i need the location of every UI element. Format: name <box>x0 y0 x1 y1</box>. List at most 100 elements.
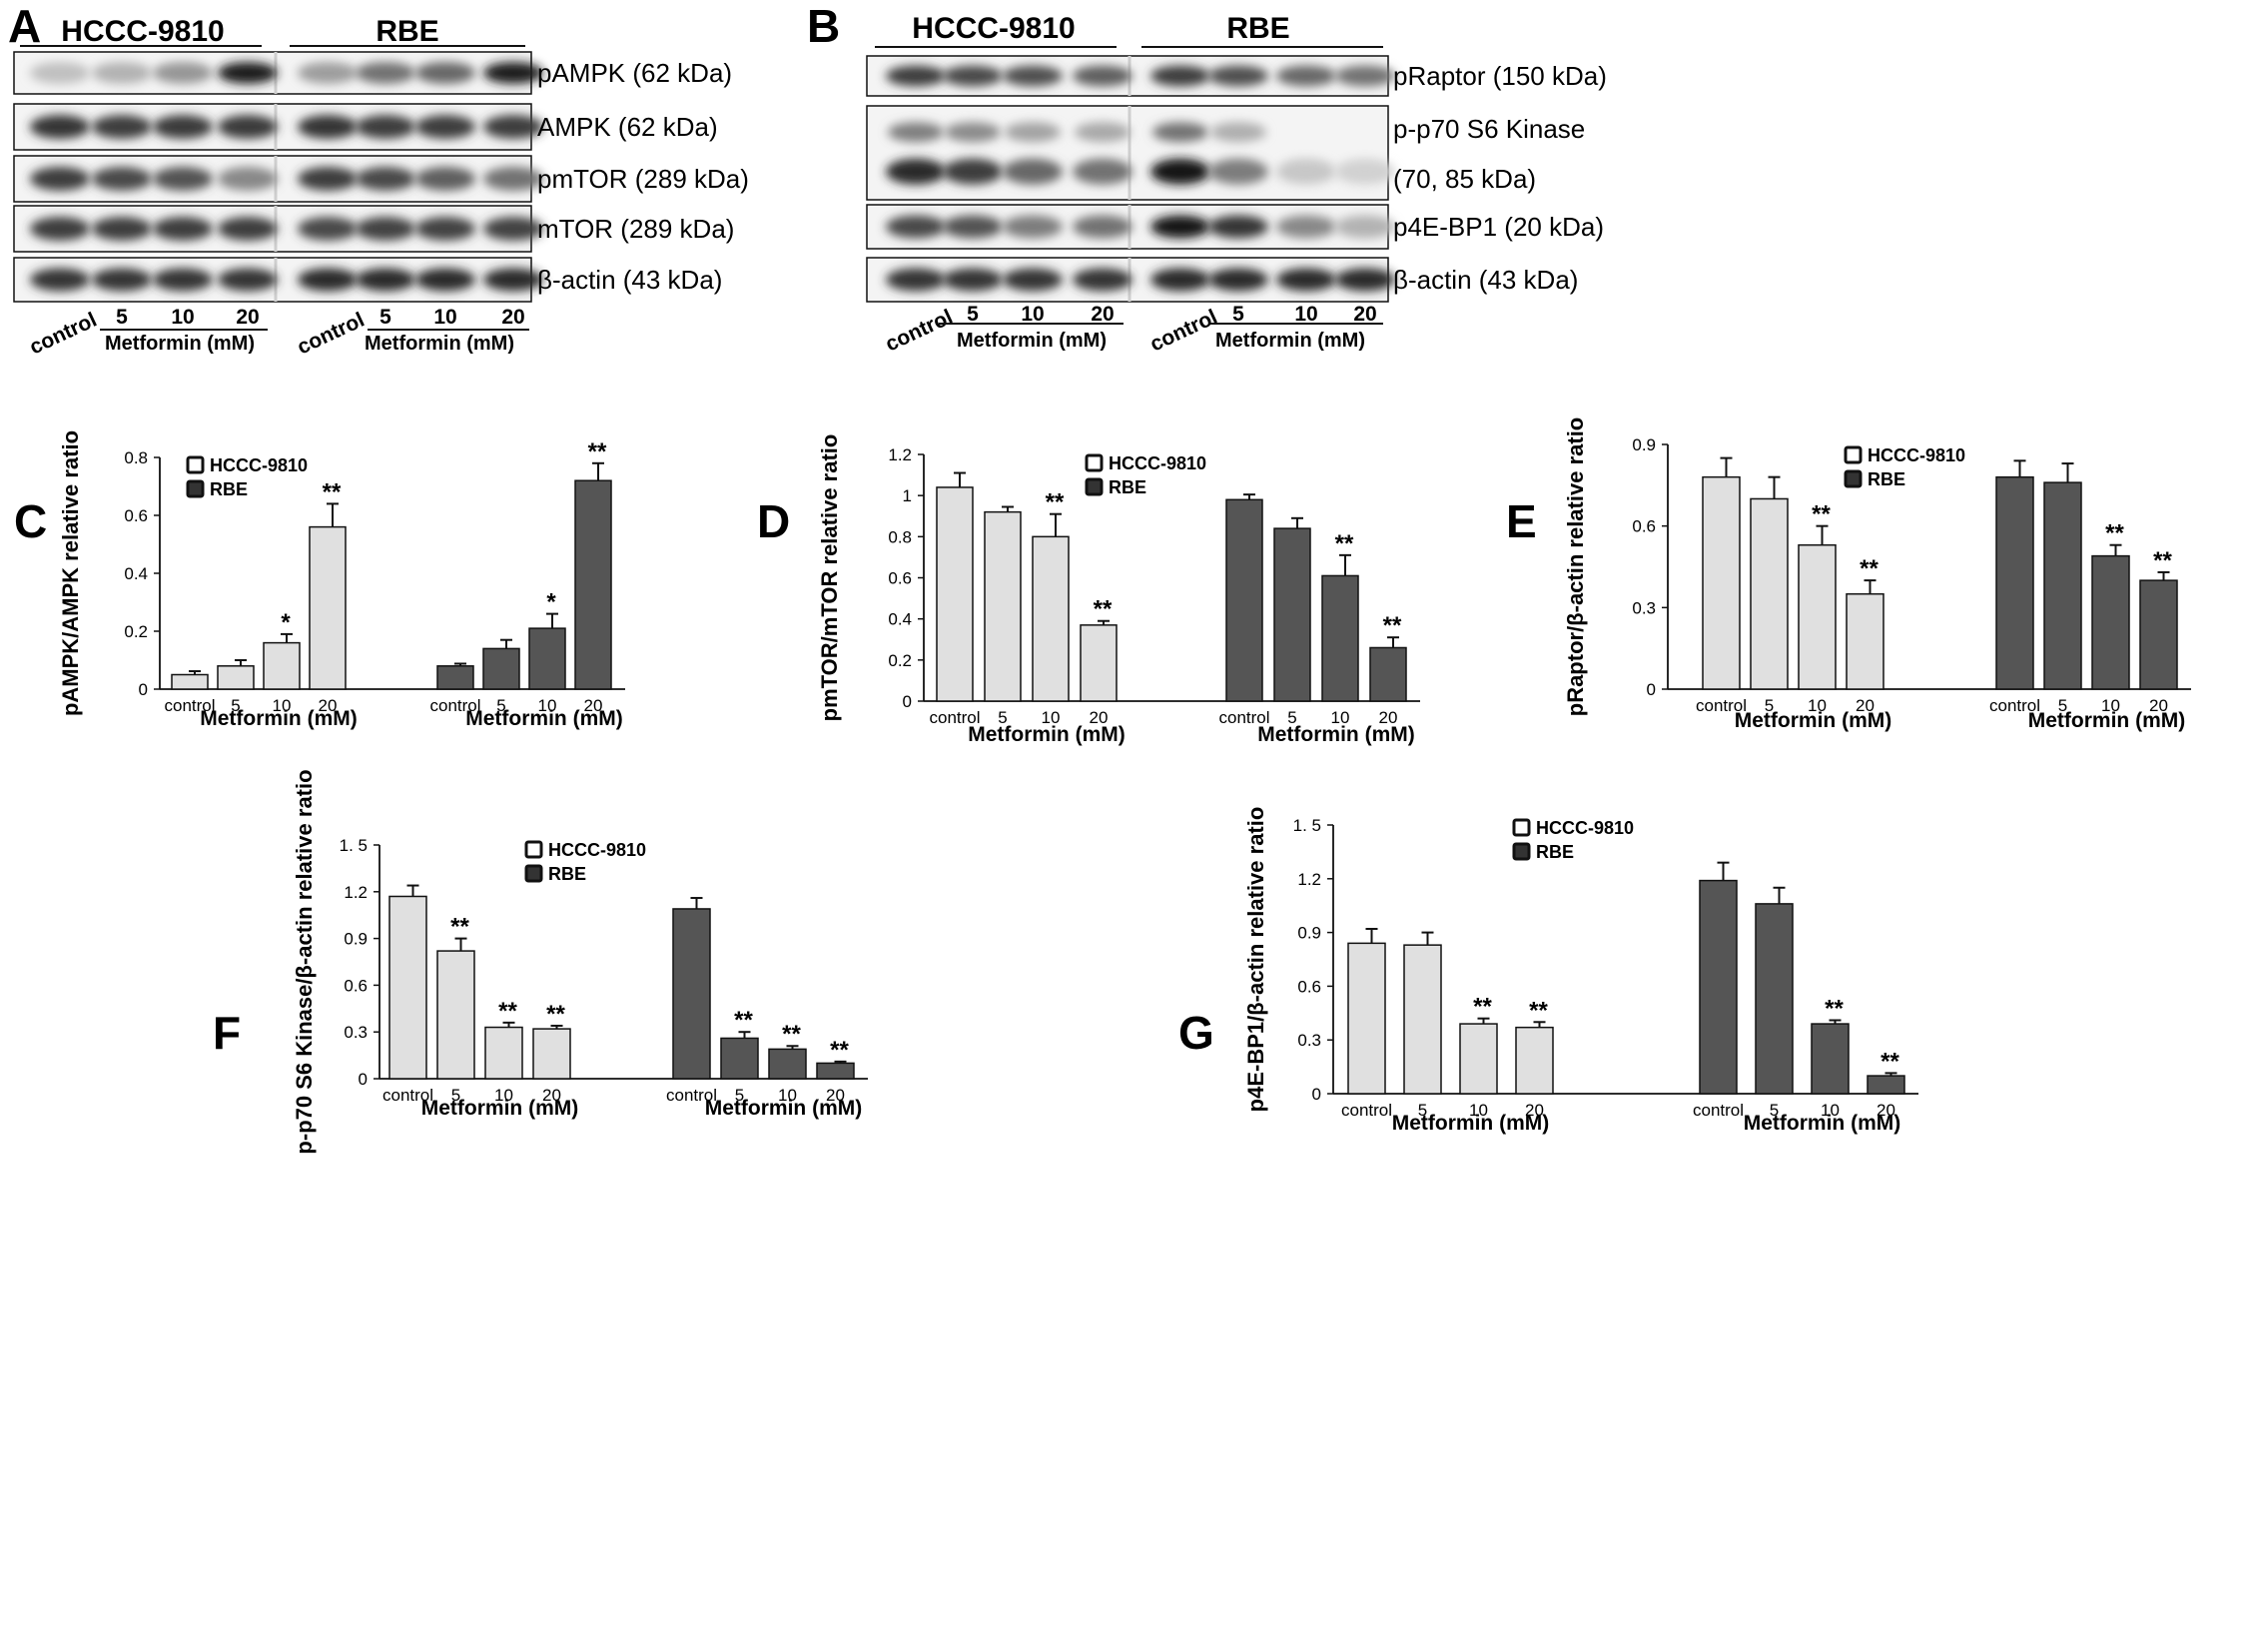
band <box>298 217 358 241</box>
blot-strip <box>866 105 1389 201</box>
band <box>218 167 278 191</box>
significance-mark: ** <box>1094 596 1113 623</box>
category-label: 5 <box>735 1086 744 1105</box>
band <box>886 158 946 185</box>
treatment-label: Metformin (mM) <box>365 333 514 355</box>
y-tick-label: 0 <box>1647 680 1656 699</box>
band <box>298 268 358 292</box>
y-tick-label: 1.2 <box>344 883 368 902</box>
band <box>30 217 90 241</box>
blot-row: pAMPK (62 kDa) <box>13 51 732 95</box>
lane-label: 20 <box>1353 303 1376 326</box>
blot-row: AMPK (62 kDa) <box>13 103 718 151</box>
bar <box>217 665 255 690</box>
category-label: 10 <box>1469 1101 1488 1120</box>
y-tick-label: 0.3 <box>1632 598 1656 617</box>
band <box>153 115 213 139</box>
bar <box>484 1026 523 1080</box>
lane-label: 5 <box>1232 303 1244 326</box>
x-axis-label: Metformin (mM) <box>465 707 622 730</box>
panel-letter: C <box>14 495 47 547</box>
band-upper <box>945 122 1001 143</box>
band-label: pRaptor (150 kDa) <box>1393 61 1607 91</box>
blot-row: p-p70 S6 Kinase (70, 85 kDa) <box>866 105 1585 201</box>
band <box>1276 268 1336 292</box>
significance-mark: ** <box>546 1001 565 1028</box>
band <box>298 167 358 191</box>
band <box>1003 65 1063 87</box>
lane-label: 20 <box>236 306 259 329</box>
category-label: 5 <box>451 1086 460 1105</box>
y-tick-label: 1.2 <box>888 445 912 464</box>
category-label: 5 <box>2058 696 2067 715</box>
blot-row: β-actin (43 kDa) <box>866 257 1578 303</box>
y-tick-label: 1. 5 <box>1293 816 1321 835</box>
bar <box>1699 879 1738 1095</box>
bar <box>1811 1023 1850 1095</box>
significance-mark: * <box>546 589 556 616</box>
y-tick-label: 0.6 <box>1297 977 1321 996</box>
band <box>1208 215 1268 239</box>
band <box>415 268 475 292</box>
legend-swatch <box>1512 842 1531 861</box>
y-tick-label: 0.6 <box>344 976 368 995</box>
band-label: mTOR (289 kDa) <box>537 214 734 244</box>
group-header-1: RBE <box>376 15 438 48</box>
band <box>1335 268 1395 292</box>
y-tick-label: 0.9 <box>344 930 368 949</box>
category-label: 20 <box>1856 696 1875 715</box>
band <box>886 215 946 239</box>
bar <box>482 647 520 690</box>
category-label: control <box>929 708 980 727</box>
band <box>153 268 213 292</box>
category-label: 20 <box>319 696 338 715</box>
band <box>298 62 358 84</box>
y-tick-label: 0.2 <box>124 622 148 641</box>
y-tick-label: 0 <box>139 680 148 699</box>
band <box>1150 158 1210 185</box>
y-tick-label: 0.2 <box>888 651 912 670</box>
bar <box>1846 592 1884 690</box>
significance-mark: ** <box>734 1007 753 1034</box>
band <box>1150 268 1210 292</box>
band <box>1003 158 1063 185</box>
bar <box>309 525 347 690</box>
band <box>1073 215 1132 239</box>
x-axis-label: Metformin (mM) <box>968 723 1125 746</box>
category-label: 5 <box>231 696 240 715</box>
significance-mark: ** <box>1046 489 1065 516</box>
x-axis-label: Metformin (mM) <box>421 1097 578 1120</box>
band <box>356 115 415 139</box>
panel-letter: A <box>8 0 41 52</box>
band <box>1276 215 1336 239</box>
lane-label: 10 <box>1294 303 1317 326</box>
bar <box>2091 554 2130 690</box>
category-label: 20 <box>584 696 603 715</box>
treatment-label: Metformin (mM) <box>105 333 255 355</box>
band <box>886 65 946 87</box>
band <box>1208 268 1268 292</box>
bar <box>1403 944 1442 1095</box>
band <box>1073 65 1132 87</box>
significance-mark: ** <box>498 998 517 1025</box>
bar <box>2139 579 2178 690</box>
category-label: 10 <box>1331 708 1350 727</box>
lane-label: 10 <box>433 306 456 329</box>
lane-label: 10 <box>171 306 194 329</box>
band-label: pAMPK (62 kDa) <box>537 58 732 88</box>
y-tick-label: 1.2 <box>1297 870 1321 889</box>
band <box>415 217 475 241</box>
band <box>483 268 543 292</box>
y-tick-label: 0.6 <box>1632 517 1656 536</box>
band <box>1335 158 1395 185</box>
band-upper <box>1210 122 1266 143</box>
y-tick-label: 0.8 <box>124 448 148 467</box>
band <box>1073 158 1132 185</box>
y-axis-label: p4E-BP1/β-actin relative ratio <box>1243 807 1268 1113</box>
significance-mark: ** <box>2105 520 2124 547</box>
band-label: β-actin (43 kDa) <box>537 265 722 295</box>
category-label: 10 <box>494 1086 513 1105</box>
panel-letter: G <box>1178 1007 1214 1059</box>
bar <box>768 1048 807 1080</box>
legend-swatch <box>186 479 205 498</box>
